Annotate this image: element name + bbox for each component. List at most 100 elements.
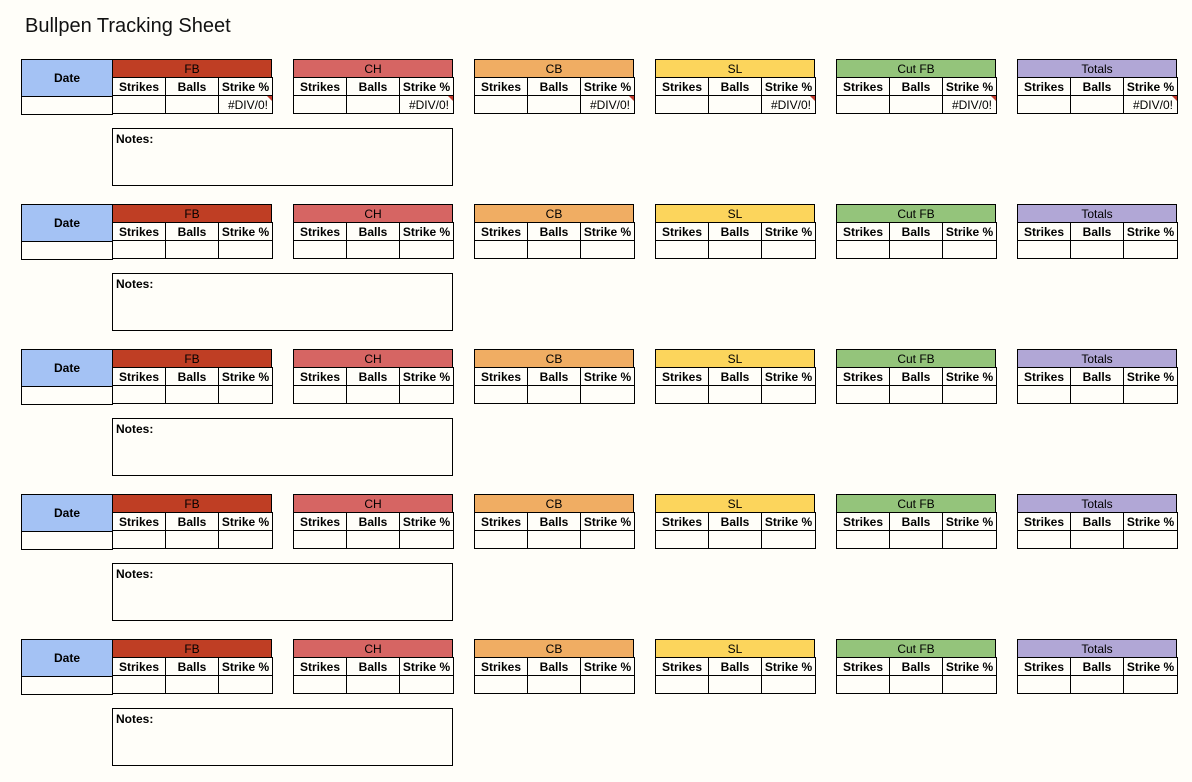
notes-box[interactable]: Notes: [112,708,453,766]
strike-pct-cell[interactable] [1123,240,1178,259]
notes-box[interactable]: Notes: [112,563,453,621]
strike-pct-cell[interactable] [218,385,273,404]
balls-cell[interactable] [708,675,762,694]
balls-cell[interactable] [346,675,400,694]
date-cell[interactable] [21,241,113,260]
balls-cell[interactable] [1070,385,1124,404]
strike-pct-cell[interactable] [580,385,635,404]
strikes-cell[interactable] [836,530,890,549]
date-cell[interactable] [21,531,113,550]
balls-cell[interactable] [889,240,943,259]
balls-cell[interactable] [165,385,219,404]
balls-cell[interactable] [346,95,400,114]
strikes-cell[interactable] [836,385,890,404]
strikes-cell[interactable] [836,675,890,694]
balls-cell[interactable] [1070,95,1124,114]
strikes-cell[interactable] [655,675,709,694]
balls-cell[interactable] [346,240,400,259]
date-cell[interactable] [21,386,113,405]
balls-cell[interactable] [527,385,581,404]
strike-pct-cell[interactable]: #DIV/0! [942,95,997,114]
balls-cell[interactable] [708,95,762,114]
strike-pct-cell[interactable] [1123,385,1178,404]
strike-pct-cell[interactable] [399,530,454,549]
strike-pct-cell[interactable] [942,385,997,404]
strike-pct-cell[interactable] [218,530,273,549]
strike-pct-cell[interactable] [580,675,635,694]
strike-pct-cell[interactable] [761,240,816,259]
notes-box[interactable]: Notes: [112,273,453,331]
strike-pct-cell[interactable] [580,240,635,259]
strikes-cell[interactable] [655,385,709,404]
balls-cell[interactable] [889,385,943,404]
balls-cell[interactable] [708,240,762,259]
balls-cell[interactable] [889,530,943,549]
strikes-cell[interactable] [474,530,528,549]
strikes-cell[interactable] [1017,240,1071,259]
strike-pct-cell[interactable] [218,675,273,694]
strikes-cell[interactable] [1017,530,1071,549]
strikes-cell[interactable] [293,95,347,114]
balls-cell[interactable] [165,240,219,259]
strike-pct-cell[interactable] [1123,530,1178,549]
balls-cell[interactable] [889,95,943,114]
strikes-cell[interactable] [1017,675,1071,694]
strikes-cell[interactable] [293,675,347,694]
strike-pct-cell[interactable] [942,530,997,549]
strike-pct-cell[interactable] [580,530,635,549]
strikes-cell[interactable] [474,675,528,694]
balls-cell[interactable] [889,675,943,694]
balls-cell[interactable] [165,95,219,114]
strike-pct-cell[interactable] [218,240,273,259]
balls-cell[interactable] [527,675,581,694]
date-cell[interactable] [21,676,113,695]
balls-cell[interactable] [708,530,762,549]
strikes-cell[interactable] [836,240,890,259]
strikes-cell[interactable] [655,530,709,549]
strike-pct-cell[interactable] [761,675,816,694]
balls-cell[interactable] [346,530,400,549]
strike-pct-cell[interactable] [942,675,997,694]
strikes-cell[interactable] [112,530,166,549]
strikes-cell[interactable] [112,675,166,694]
strike-pct-cell[interactable]: #DIV/0! [761,95,816,114]
strikes-cell[interactable] [655,240,709,259]
balls-cell[interactable] [708,385,762,404]
strike-pct-cell[interactable] [942,240,997,259]
strikes-cell[interactable] [112,95,166,114]
strike-pct-cell[interactable] [399,675,454,694]
strike-pct-cell[interactable] [399,240,454,259]
strike-pct-cell[interactable] [761,530,816,549]
balls-cell[interactable] [1070,530,1124,549]
strikes-cell[interactable] [474,95,528,114]
strike-pct-cell[interactable]: #DIV/0! [218,95,273,114]
balls-cell[interactable] [1070,675,1124,694]
strikes-cell[interactable] [112,385,166,404]
strikes-cell[interactable] [474,240,528,259]
strikes-cell[interactable] [112,240,166,259]
strikes-cell[interactable] [293,385,347,404]
balls-cell[interactable] [346,385,400,404]
date-cell[interactable] [21,96,113,115]
strike-pct-cell[interactable] [1123,675,1178,694]
notes-box[interactable]: Notes: [112,418,453,476]
strike-pct-cell[interactable]: #DIV/0! [580,95,635,114]
strikes-cell[interactable] [293,530,347,549]
strikes-cell[interactable] [474,385,528,404]
notes-box[interactable]: Notes: [112,128,453,186]
strikes-cell[interactable] [655,95,709,114]
strike-pct-cell[interactable]: #DIV/0! [1123,95,1178,114]
strikes-cell[interactable] [1017,95,1071,114]
balls-cell[interactable] [165,530,219,549]
strike-pct-cell[interactable]: #DIV/0! [399,95,454,114]
strikes-cell[interactable] [1017,385,1071,404]
balls-cell[interactable] [527,240,581,259]
strike-pct-cell[interactable] [761,385,816,404]
strike-pct-cell[interactable] [399,385,454,404]
strikes-cell[interactable] [293,240,347,259]
strikes-cell[interactable] [836,95,890,114]
balls-cell[interactable] [165,675,219,694]
balls-cell[interactable] [527,95,581,114]
balls-cell[interactable] [1070,240,1124,259]
balls-cell[interactable] [527,530,581,549]
